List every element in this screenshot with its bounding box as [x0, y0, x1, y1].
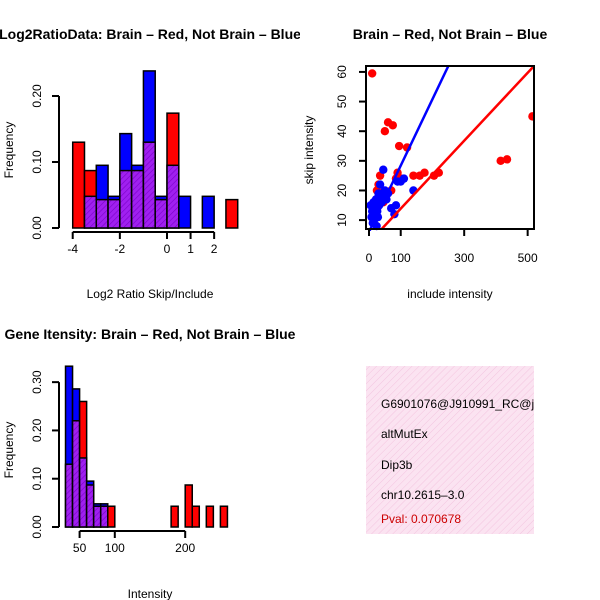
scatter-ylabel: skip intensity [302, 116, 316, 185]
overlap-bar [130, 169, 145, 229]
info-pval: Pval: 0.070678 [381, 512, 461, 526]
brain-bar [170, 505, 179, 528]
overlap-bar [64, 463, 74, 528]
y-tick-label: 0.00 [30, 216, 44, 240]
intensity-histogram-bars [64, 365, 229, 528]
intensity-histogram-title: Gene Itensity: Brain – Red, Not Brain – … [5, 326, 296, 342]
not-brain-fit-line [368, 66, 450, 231]
info-event-type: altMutEx [381, 427, 428, 441]
scatter-axes: 0 100 300 500 10 20 30 40 50 60 [335, 65, 538, 265]
overlap-bar [166, 164, 180, 229]
x-tick-label: 100 [105, 541, 125, 555]
scatter-title: Brain – Red, Not Brain – Blue [353, 26, 548, 42]
x-tick-label: 0 [366, 251, 373, 265]
y-tick-label: 0.10 [30, 150, 44, 174]
brain-point [388, 121, 397, 130]
brain-point [367, 69, 377, 78]
x-tick-label: -2 [115, 242, 126, 256]
not-brain-bar [178, 195, 192, 229]
y-tick-label: 30 [335, 154, 349, 168]
y-tick-label: 0.10 [30, 467, 44, 491]
brain-bar [191, 505, 201, 528]
x-tick-label: 1 [187, 242, 194, 256]
info-probe-id: G6901076@J910991_RC@j_at [381, 397, 551, 411]
brain-point [409, 171, 418, 180]
x-tick-label: -4 [67, 242, 78, 256]
info-location: chr10.2615–3.0 [381, 488, 465, 502]
not-brain-point [399, 174, 409, 183]
ratio-histogram-xlabel: Log2 Ratio Skip/Include [87, 287, 214, 301]
y-tick-label: 0.30 [30, 370, 44, 394]
y-tick-label: 0.20 [30, 418, 44, 442]
brain-fit-line [380, 66, 535, 230]
y-tick-label: 40 [335, 124, 349, 138]
x-tick-label: 500 [518, 251, 538, 265]
y-tick-label: 60 [335, 65, 349, 79]
info-gene-name: Dip3b [381, 458, 413, 472]
not-brain-point [375, 180, 385, 189]
overlap-bar [99, 505, 109, 528]
brain-point [394, 141, 404, 151]
brain-point [380, 127, 390, 136]
y-tick-label: 10 [335, 213, 349, 227]
info-panel: G6901076@J910991_RC@j_at altMutEx Dip3b … [366, 366, 551, 534]
ratio-histogram-bars [71, 70, 239, 229]
overlap-bar [95, 198, 109, 229]
y-tick-label: 0.00 [30, 515, 44, 539]
not-brain-bar [201, 195, 215, 229]
x-tick-label: 100 [391, 251, 411, 265]
y-tick-label: 50 [335, 95, 349, 109]
intensity-histogram-xlabel: Intensity [128, 587, 173, 600]
brain-point [420, 168, 429, 177]
intensity-histogram-ylabel: Frequency [2, 422, 16, 479]
brain-bar [184, 484, 193, 528]
overlap-bar [85, 484, 95, 528]
overlap-bar [154, 198, 168, 229]
brain-point [502, 155, 512, 164]
ratio-histogram-axes: -4 -2 0 1 2 0.00 0.10 0.20 [30, 84, 218, 256]
scatter-panel: Brain – Red, Not Brain – Blue include in… [302, 26, 547, 301]
not-brain-point [379, 165, 388, 174]
ratio-histogram-panel: Log2RatioData: Brain – Red, Not Brain – … [0, 26, 301, 301]
overlap-bar [119, 169, 133, 229]
brain-point [528, 112, 535, 121]
overlap-bar [142, 141, 156, 229]
x-tick-label: 50 [73, 541, 87, 555]
overlap-bar [92, 505, 102, 528]
intensity-histogram-axes: 50 100 200 0.00 0.10 0.20 0.30 [30, 370, 196, 555]
not-brain-point [391, 201, 401, 210]
ratio-histogram-ylabel: Frequency [2, 122, 16, 179]
overlap-bar [83, 195, 98, 229]
scatter-xlabel: include intensity [407, 287, 492, 301]
overlap-bar [78, 457, 88, 528]
x-tick-label: 300 [454, 251, 474, 265]
brain-point [496, 156, 505, 166]
info-background [366, 366, 534, 534]
overlap-bar [71, 420, 81, 528]
scatter-frame [365, 65, 535, 230]
brain-bar [107, 505, 116, 528]
y-tick-label: 20 [335, 183, 349, 197]
y-tick-label: 0.20 [30, 84, 44, 108]
intensity-histogram-panel: Gene Itensity: Brain – Red, Not Brain – … [2, 326, 296, 600]
brain-bar [225, 198, 239, 229]
overlap-bar [107, 198, 121, 229]
x-tick-label: 2 [211, 242, 218, 256]
brain-bar [71, 141, 86, 229]
x-tick-label: 0 [164, 242, 171, 256]
ratio-histogram-title: Log2RatioData: Brain – Red, Not Brain – … [0, 26, 301, 42]
scatter-plot-area [366, 66, 535, 231]
x-tick-label: 200 [175, 541, 195, 555]
brain-bar [219, 505, 229, 528]
brain-bar [205, 505, 215, 528]
